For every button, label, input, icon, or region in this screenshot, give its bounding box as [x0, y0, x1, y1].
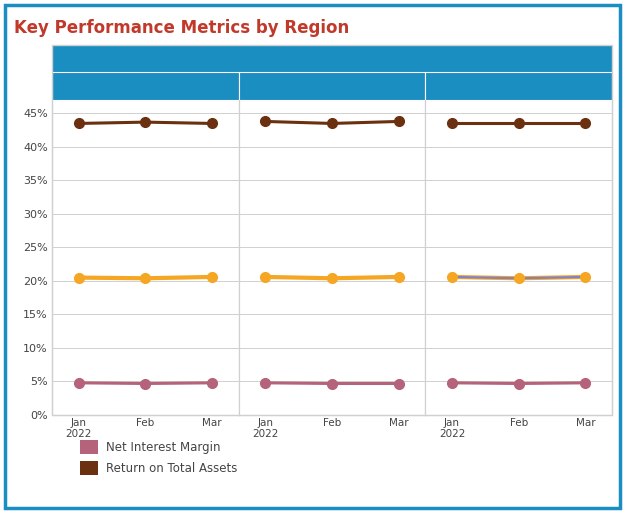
- Text: Los Angeles: Los Angeles: [290, 80, 374, 92]
- Text: Return on Total Assets: Return on Total Assets: [106, 462, 238, 475]
- Text: New York: New York: [486, 80, 551, 92]
- Text: Net Interest Margin: Net Interest Margin: [106, 441, 221, 453]
- Text: USD: USD: [316, 51, 348, 66]
- Text: Key Performance Metrics by Region: Key Performance Metrics by Region: [14, 19, 349, 37]
- Text: Chicago: Chicago: [118, 80, 173, 92]
